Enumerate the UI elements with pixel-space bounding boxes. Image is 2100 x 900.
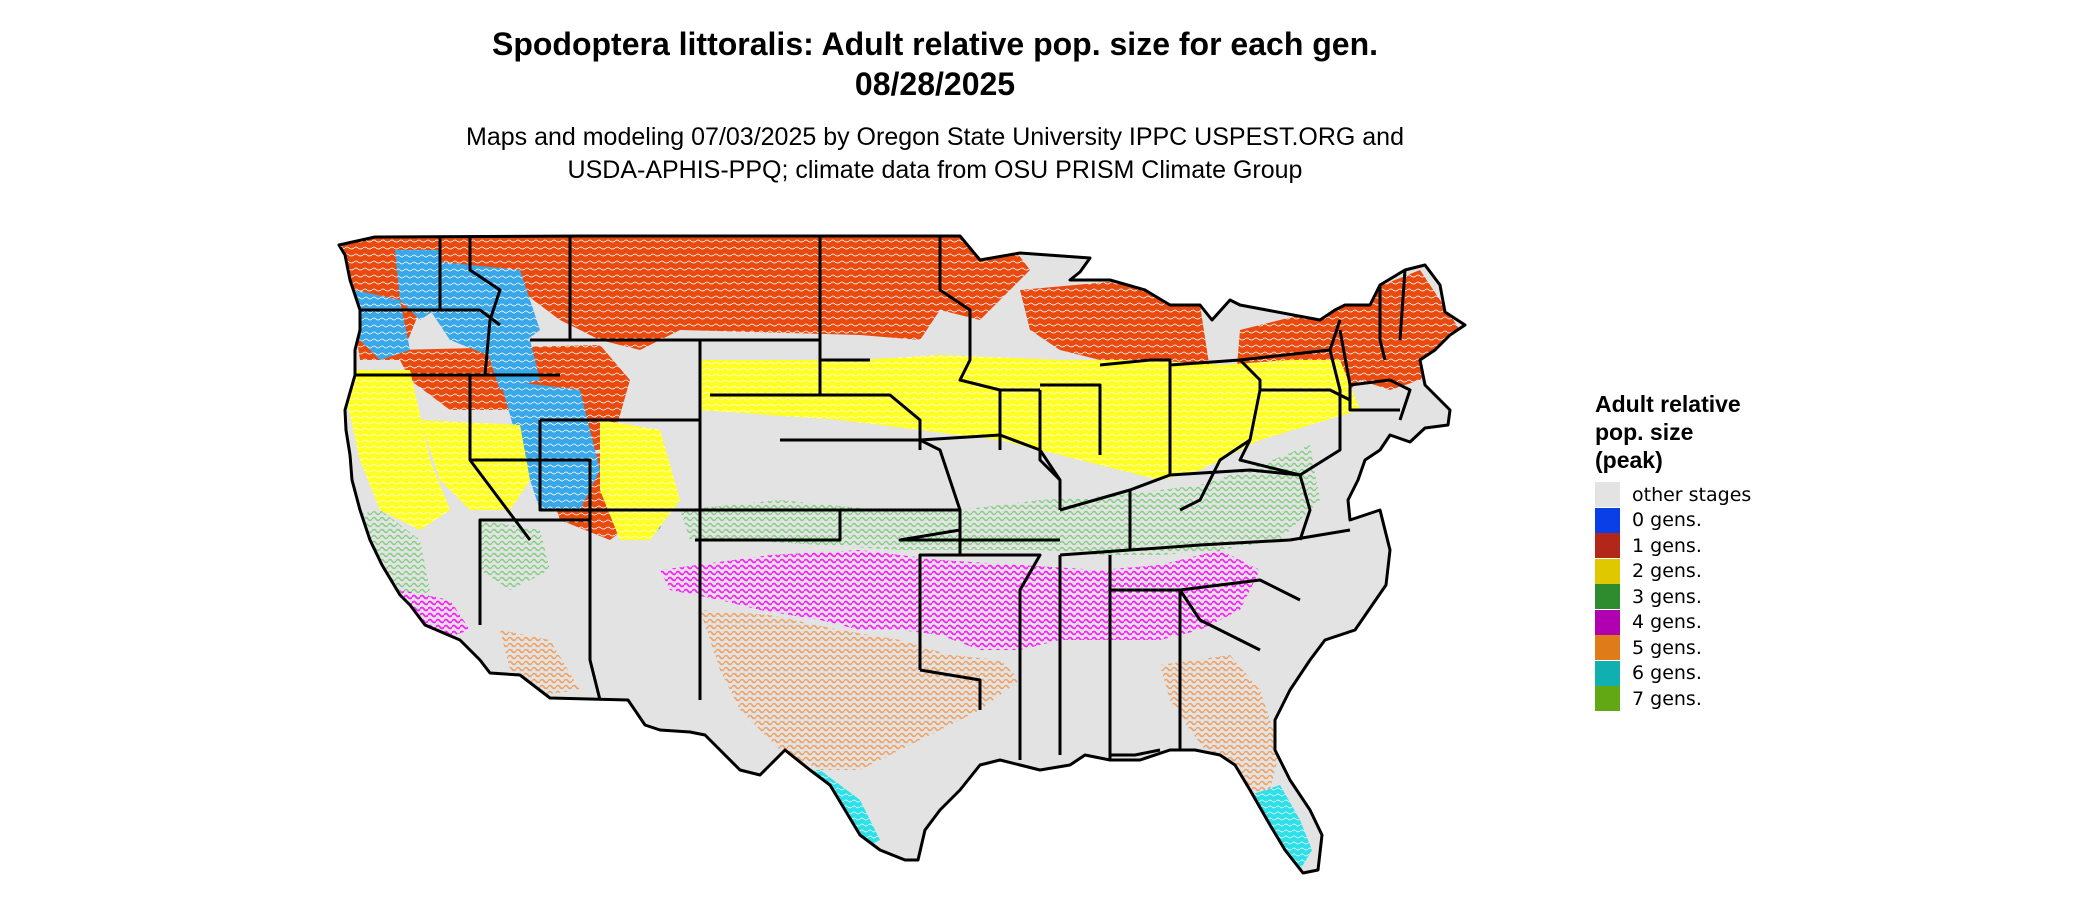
legend-item: 1 gens. [1595, 533, 1751, 559]
legend-label: other stages [1632, 483, 1752, 506]
zone-5-gen [700, 610, 1020, 770]
legend-item: 4 gens. [1595, 609, 1751, 636]
zone-5-gen [500, 630, 580, 695]
legend-title-line: (peak) [1595, 447, 1663, 473]
zone-0-gen [500, 380, 600, 510]
legend-item: 3 gens. [1595, 584, 1751, 610]
legend-label: 5 gens. [1632, 636, 1702, 659]
zone-6-gen [1250, 785, 1312, 870]
zone-3-gen [480, 520, 550, 590]
legend-item: 6 gens. [1595, 660, 1751, 687]
legend-item: 2 gens. [1595, 558, 1751, 585]
legend-swatch [1595, 482, 1620, 508]
legend-items: other stages 0 gens. 1 gens. 2 gens. 3 g… [1595, 482, 1751, 712]
legend-label: 1 gens. [1632, 534, 1702, 557]
zone-5-gen [1160, 655, 1280, 800]
us-outline [337, 234, 1467, 875]
legend-label: 0 gens. [1632, 509, 1702, 532]
legend-swatch [1595, 533, 1620, 559]
legend-item: 0 gens. [1595, 507, 1751, 534]
credit-line-1: Maps and modeling 07/03/2025 by Oregon S… [466, 123, 1404, 151]
legend-title-line: Adult relative [1595, 391, 1741, 417]
state-borders [337, 234, 1467, 875]
map-title: Spodoptera littoralis: Adult relative po… [491, 26, 1379, 62]
legend-title-line: pop. size [1595, 419, 1694, 445]
legend-item: other stages [1595, 482, 1751, 508]
legend-swatch [1595, 584, 1620, 610]
credit-line-2: USDA-APHIS-PPQ; climate data from OSU PR… [567, 156, 1303, 184]
zone-4-gen [400, 590, 470, 640]
legend-item: 7 gens. [1595, 686, 1751, 712]
legend-label: 2 gens. [1632, 560, 1702, 583]
legend-title: Adult relative pop. size (peak) [1595, 390, 1751, 474]
us-generation-map [337, 234, 1467, 875]
map-date: 08/28/2025 [854, 66, 1016, 102]
legend-swatch [1595, 686, 1620, 712]
legend-swatch [1595, 635, 1620, 661]
legend: Adult relative pop. size (peak) other st… [1595, 390, 1751, 712]
legend-label: 7 gens. [1632, 687, 1702, 710]
zone-2-gen [700, 355, 1360, 480]
zone-1-gen [340, 236, 1030, 360]
legend-swatch [1595, 609, 1620, 635]
zone-2-gen [340, 370, 450, 530]
legend-swatch [1595, 507, 1620, 533]
legend-label: 4 gens. [1632, 611, 1702, 634]
legend-swatch [1595, 660, 1620, 686]
legend-label: 6 gens. [1632, 662, 1702, 685]
legend-label: 3 gens. [1632, 585, 1702, 608]
zone-0-gen [355, 290, 410, 360]
legend-item: 5 gens. [1595, 635, 1751, 661]
legend-swatch [1595, 558, 1620, 584]
